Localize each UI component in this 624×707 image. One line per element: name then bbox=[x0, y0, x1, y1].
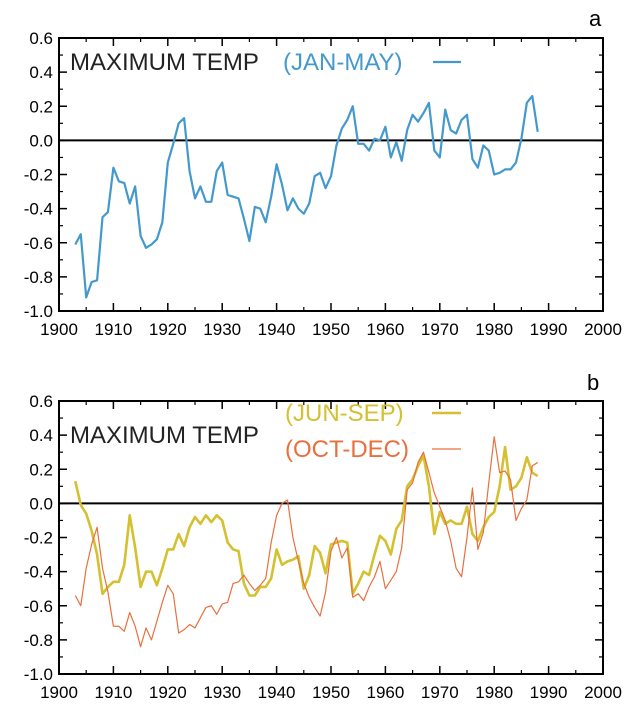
y-tick-label: 0.6 bbox=[29, 392, 53, 411]
y-tick-label: 0.4 bbox=[29, 63, 53, 82]
panel-a: a 1900 1910 1920 1930 1940 1950 1960 1970 1980 19… bbox=[24, 6, 622, 339]
y-tick-label: 0.6 bbox=[29, 29, 53, 48]
x-tick-label: 1930 bbox=[203, 320, 241, 339]
y-tick-label: 0.4 bbox=[29, 426, 53, 445]
y-tick-label: 0.2 bbox=[29, 97, 53, 116]
panel-b-ticks: 1900 1910 1920 1930 1940 1950 1960 1970 1980 1990… bbox=[24, 392, 622, 702]
panel-b-letter: b bbox=[587, 370, 599, 395]
legend-jan-may-label: (JAN-MAY) bbox=[283, 49, 403, 76]
panel-b-series bbox=[74, 436, 539, 648]
y-tick-label: -0.8 bbox=[24, 268, 53, 287]
panel-a-series bbox=[74, 94, 539, 299]
x-tick-label: 1930 bbox=[203, 683, 241, 702]
y-tick-label: -1.0 bbox=[24, 302, 53, 321]
legend-oct-dec-label: (OCT-DEC) bbox=[285, 436, 409, 463]
panel-b: b 1900 1910 1920 1930 1940 1950 1960 1970 1980 19… bbox=[24, 370, 622, 702]
x-tick-label: 2000 bbox=[584, 683, 622, 702]
x-tick-label: 1970 bbox=[421, 683, 459, 702]
x-tick-label: 1910 bbox=[94, 320, 132, 339]
x-tick-label: 1990 bbox=[530, 683, 568, 702]
panel-a-letter: a bbox=[589, 6, 602, 31]
y-tick-label: -0.8 bbox=[24, 631, 53, 650]
x-tick-label: 1970 bbox=[421, 320, 459, 339]
y-tick-label: -0.4 bbox=[24, 200, 53, 219]
x-tick-label: 1920 bbox=[149, 320, 187, 339]
x-tick-label: 1920 bbox=[149, 683, 187, 702]
x-tick-label: 1900 bbox=[40, 320, 78, 339]
legend-jun-sep-label: (JUN-SEP) bbox=[285, 400, 404, 427]
x-tick-label: 2000 bbox=[584, 320, 622, 339]
x-tick-label: 1940 bbox=[258, 683, 296, 702]
y-tick-label: -0.4 bbox=[24, 563, 53, 582]
y-tick-label: 0.0 bbox=[29, 494, 53, 513]
x-tick-label: 1900 bbox=[40, 683, 78, 702]
y-tick-label: -0.2 bbox=[24, 166, 53, 185]
y-tick-label: -0.6 bbox=[24, 597, 53, 616]
x-tick-label: 1950 bbox=[312, 683, 350, 702]
series-line-jun-sep bbox=[74, 445, 539, 597]
x-tick-label: 1910 bbox=[94, 683, 132, 702]
panel-a-ticks: 1900 1910 1920 1930 1940 1950 1960 1970 1980 1990… bbox=[24, 29, 622, 339]
x-tick-label: 1950 bbox=[312, 320, 350, 339]
x-tick-label: 1990 bbox=[530, 320, 568, 339]
x-tick-label: 1980 bbox=[475, 320, 513, 339]
panel-a-title: MAXIMUM TEMP bbox=[70, 49, 259, 76]
y-tick-label: 0.0 bbox=[29, 131, 53, 150]
series-line-jan-may bbox=[74, 94, 539, 299]
panel-b-title: MAXIMUM TEMP bbox=[70, 422, 259, 449]
y-tick-label: -1.0 bbox=[24, 665, 53, 684]
series-line-oct-dec bbox=[74, 436, 539, 648]
x-tick-label: 1940 bbox=[258, 320, 296, 339]
y-tick-label: -0.2 bbox=[24, 529, 53, 548]
y-tick-label: 0.2 bbox=[29, 460, 53, 479]
x-tick-label: 1960 bbox=[366, 683, 404, 702]
x-tick-label: 1960 bbox=[366, 320, 404, 339]
x-tick-label: 1980 bbox=[475, 683, 513, 702]
y-tick-label: -0.6 bbox=[24, 234, 53, 253]
